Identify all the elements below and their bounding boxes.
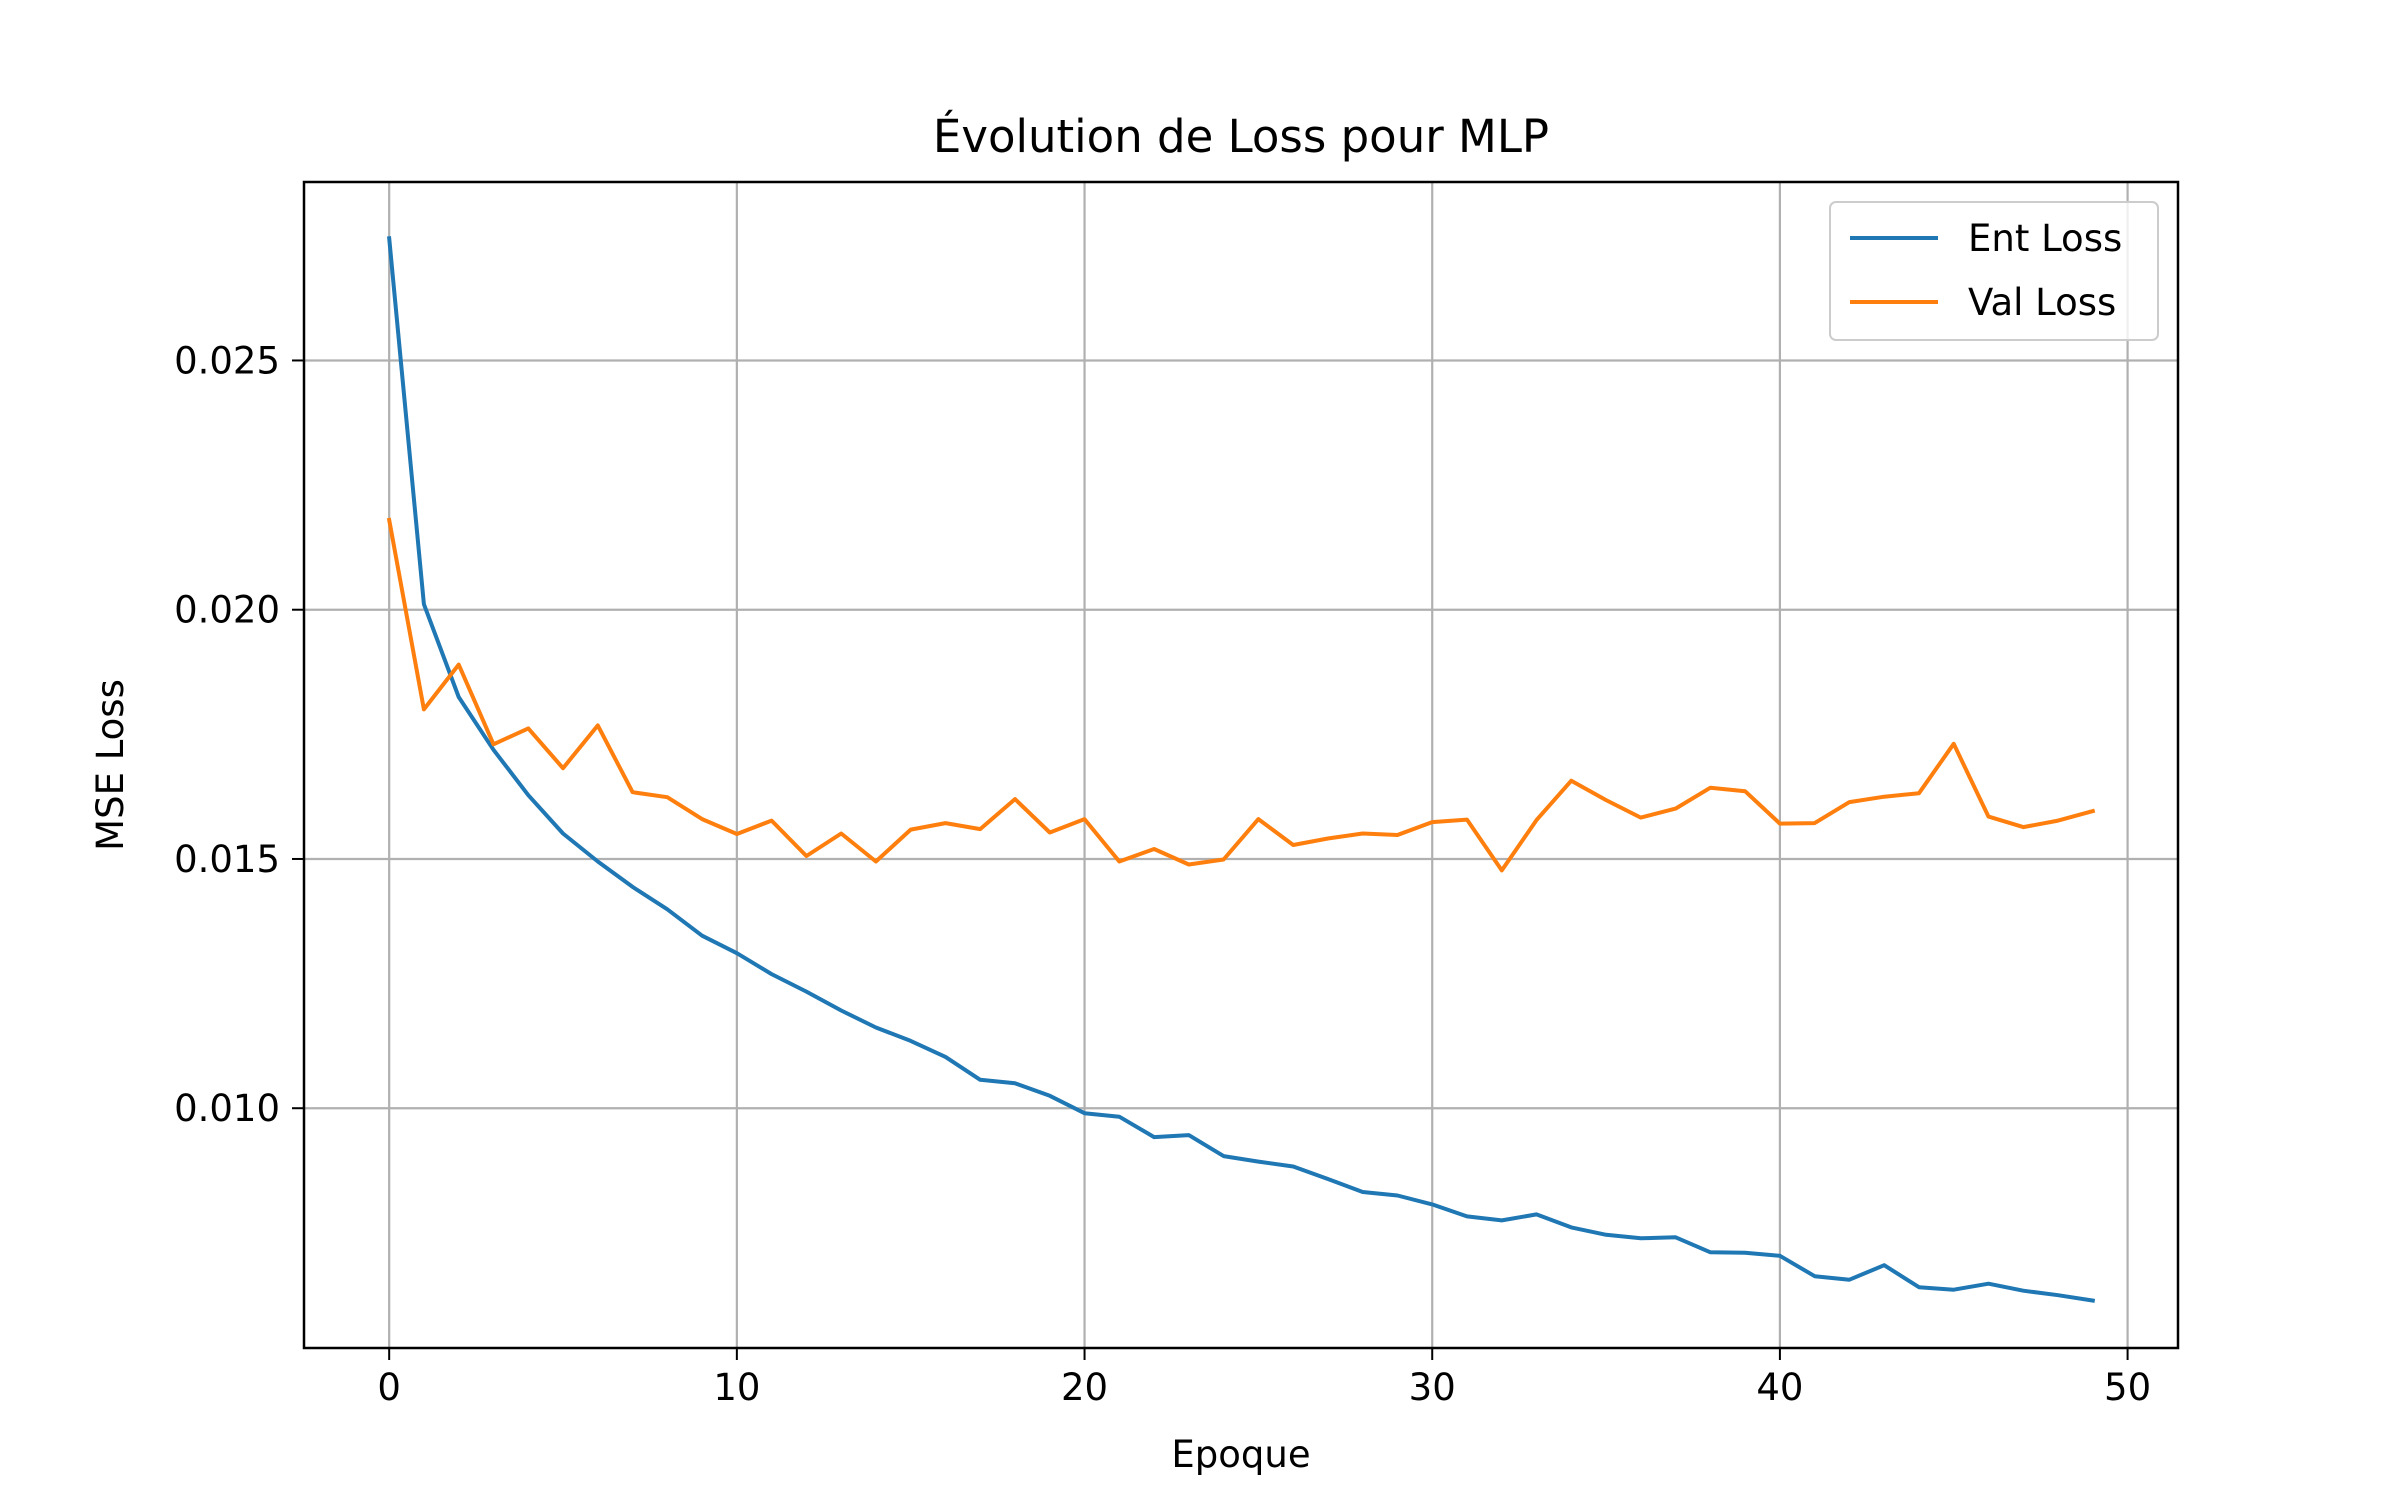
legend: Ent Loss Val Loss — [1829, 201, 2159, 341]
x-tick-label: 0 — [377, 1366, 401, 1409]
x-tick-label: 50 — [2104, 1366, 2151, 1409]
chart-title: Évolution de Loss pour MLP — [933, 110, 1549, 163]
plot-frame — [302, 180, 2180, 1350]
y-tick-label: 0.010 — [174, 1087, 280, 1130]
y-tick-label: 0.015 — [174, 838, 280, 881]
x-tick-label: 40 — [1756, 1366, 1803, 1409]
legend-label-val-loss: Val Loss — [1968, 281, 2116, 324]
grid-lines — [304, 182, 2178, 1348]
legend-label-ent-loss: Ent Loss — [1968, 217, 2122, 260]
x-tick-label: 20 — [1061, 1366, 1108, 1409]
series-line-val-loss — [386, 517, 2096, 873]
x-tick-label: 30 — [1409, 1366, 1456, 1409]
x-axis-label: Epoque — [1171, 1433, 1310, 1476]
axis-ticks: 0 10 20 30 40 50 0.010 0.015 0.020 0.025 — [174, 339, 2151, 1409]
y-tick-label: 0.025 — [174, 339, 280, 382]
series-lines — [386, 236, 2096, 1303]
y-tick-label: 0.020 — [174, 589, 280, 632]
series-line-ent-loss — [387, 236, 2096, 1303]
x-tick-label: 10 — [713, 1366, 760, 1409]
y-axis-label: MSE Loss — [89, 679, 132, 851]
